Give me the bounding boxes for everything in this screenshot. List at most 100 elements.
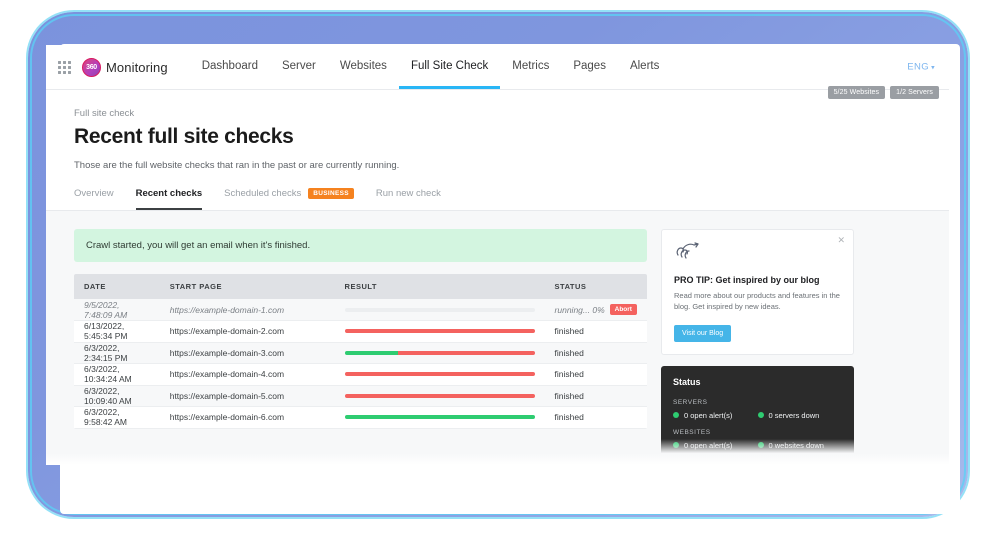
nav-item-full-site-check[interactable]: Full Site Check xyxy=(398,45,501,89)
cell-date: 9/5/2022, 7:48:09 AM xyxy=(84,299,128,320)
tab-run-new-check-label: Run new check xyxy=(375,188,441,199)
status-text: finished xyxy=(554,326,584,337)
column-header-status[interactable]: STATUS xyxy=(544,274,647,299)
nav-item-pages[interactable]: Pages xyxy=(573,59,606,72)
progress-segment xyxy=(344,393,535,398)
table-header-row: DATE START PAGE RESULT STATUS xyxy=(74,274,647,299)
chevron-down-icon: ▾ xyxy=(931,64,935,72)
column-header-result[interactable]: RESULT xyxy=(334,274,545,299)
status-text: finished xyxy=(554,347,584,358)
status-cell: finished xyxy=(555,412,637,422)
table-row[interactable]: 6/3/2022, 2:34:15 PM https://example-doma… xyxy=(74,342,647,364)
sub-tab-bar: Overview Recent checks Scheduled checks … xyxy=(46,171,949,211)
tab-scheduled-checks-label: Scheduled checks xyxy=(224,188,302,199)
tab-scheduled-checks[interactable]: Scheduled checks BUSINESS xyxy=(224,188,354,210)
top-navigation-bar: 360 Monitoring Dashboard Server Websites… xyxy=(46,45,949,90)
pro-tip-card: ✕ PRO TIP: Get inspired by our blog Read… xyxy=(661,229,854,355)
status-dot-icon xyxy=(673,442,679,448)
pro-tip-body: Read more about our products and feature… xyxy=(674,291,840,312)
status-servers-open-alerts-text: 0 open alert(s) xyxy=(684,410,733,420)
status-websites-open-alerts-text: 0 open alert(s) xyxy=(684,440,733,450)
status-dot-icon xyxy=(757,442,764,448)
status-text: finished xyxy=(554,369,584,380)
cell-result xyxy=(335,342,545,364)
status-servers-open-alerts: 0 open alert(s) xyxy=(673,411,758,420)
progress-segment xyxy=(344,329,535,334)
page-header: Full site check Recent full site checks … xyxy=(46,90,949,171)
crawl-started-alert: Crawl started, you will get an email whe… xyxy=(74,229,647,262)
logo-360-icon: 360 xyxy=(82,57,101,77)
status-text: running... 0% xyxy=(554,304,605,315)
nav-item-websites[interactable]: Websites xyxy=(339,59,387,72)
tab-overview-label: Overview xyxy=(74,188,114,199)
badge-servers-quota[interactable]: 1/2 Servers xyxy=(890,86,939,99)
logo-mark-text: 360 xyxy=(86,63,97,71)
main-content: Crawl started, you will get an email whe… xyxy=(46,211,949,465)
result-progress-bar xyxy=(344,372,535,377)
status-row-websites: 0 open alert(s) 0 websites down xyxy=(673,441,842,450)
column-header-start-page[interactable]: START PAGE xyxy=(159,274,335,299)
cell-status: finished xyxy=(545,342,647,364)
progress-segment xyxy=(344,415,535,420)
cell-result xyxy=(335,407,545,429)
cell-start-page[interactable]: https://example-domain-4.com xyxy=(169,369,285,380)
result-progress-bar xyxy=(344,415,535,420)
badge-websites-quota[interactable]: 5/25 Websites xyxy=(827,86,886,99)
cell-start-page[interactable]: https://example-domain-1.com xyxy=(169,304,285,315)
nav-item-dashboard[interactable]: Dashboard xyxy=(201,59,258,72)
status-text: finished xyxy=(554,390,584,401)
cell-status: finished xyxy=(545,407,647,429)
quota-badges: 5/25 Websites 1/2 Servers xyxy=(827,86,939,99)
cell-result xyxy=(335,321,545,343)
swoosh-hand-icon xyxy=(674,241,841,266)
result-progress-bar xyxy=(344,307,535,312)
cell-date: 6/3/2022, 2:34:15 PM xyxy=(84,342,128,363)
status-servers-down: 0 servers down xyxy=(757,411,843,420)
close-icon[interactable]: ✕ xyxy=(837,235,845,245)
brand-name: Monitoring xyxy=(106,59,168,75)
language-selector[interactable]: ENG ▾ xyxy=(907,62,935,73)
tab-recent-checks[interactable]: Recent checks xyxy=(135,188,203,210)
table-row[interactable]: 6/13/2022, 5:45:34 PM https://example-dom… xyxy=(74,320,647,343)
result-progress-bar xyxy=(344,350,535,355)
tab-run-new-check[interactable]: Run new check xyxy=(376,188,441,210)
language-label: ENG xyxy=(907,61,930,73)
table-row[interactable]: 6/3/2022, 10:34:24 AM https://example-dom… xyxy=(74,363,647,386)
status-websites-down-text: 0 websites down xyxy=(768,440,824,450)
status-cell: running... 0% Abort xyxy=(555,304,637,315)
cell-start-page[interactable]: https://example-domain-3.com xyxy=(169,347,285,358)
table-row[interactable]: 9/5/2022, 7:48:09 AM https://example-doma… xyxy=(74,299,647,321)
tab-overview[interactable]: Overview xyxy=(74,188,114,210)
cell-result xyxy=(335,364,545,386)
status-card: Status SERVERS 0 open alert(s) 0 servers… xyxy=(661,365,854,465)
nav-item-server[interactable]: Server xyxy=(281,59,316,72)
status-group-websites-label: WEBSITES xyxy=(673,428,711,436)
cell-date: 6/3/2022, 10:09:40 AM xyxy=(84,385,132,406)
tab-recent-checks-label: Recent checks xyxy=(135,188,203,199)
nav-item-metrics[interactable]: Metrics xyxy=(512,59,550,72)
pro-tip-title: PRO TIP: Get inspired by our blog xyxy=(674,275,820,285)
abort-button[interactable]: Abort xyxy=(609,304,637,315)
nav-item-alerts[interactable]: Alerts xyxy=(629,59,660,72)
table-row[interactable]: 6/3/2022, 10:09:40 AM https://example-dom… xyxy=(74,385,647,407)
visit-blog-button[interactable]: Visit our Blog xyxy=(674,324,732,342)
cell-start-page[interactable]: https://example-domain-6.com xyxy=(169,412,285,423)
cell-date: 6/3/2022, 10:34:24 AM xyxy=(84,364,132,385)
apps-grid-icon[interactable] xyxy=(46,45,74,89)
nav-items: Dashboard Server Websites Full Site Chec… xyxy=(190,45,672,89)
status-text: finished xyxy=(554,412,584,423)
table-row[interactable]: 6/3/2022, 9:58:42 AM https://example-doma… xyxy=(74,406,647,429)
column-header-date[interactable]: DATE xyxy=(74,274,160,299)
status-row-servers: 0 open alert(s) 0 servers down xyxy=(673,411,842,420)
status-websites-down: 0 websites down xyxy=(757,440,843,450)
main-column: Crawl started, you will get an email whe… xyxy=(74,229,647,454)
status-cell: finished xyxy=(555,326,637,336)
cell-start-page[interactable]: https://example-domain-5.com xyxy=(169,390,285,401)
cell-status: running... 0% Abort xyxy=(545,299,647,321)
status-websites-open-alerts: 0 open alert(s) xyxy=(673,441,758,450)
cell-status: finished xyxy=(545,385,647,407)
brand-logo[interactable]: 360 Monitoring xyxy=(74,45,184,89)
status-group-servers-label: SERVERS xyxy=(673,398,708,406)
cell-start-page[interactable]: https://example-domain-2.com xyxy=(169,326,285,337)
